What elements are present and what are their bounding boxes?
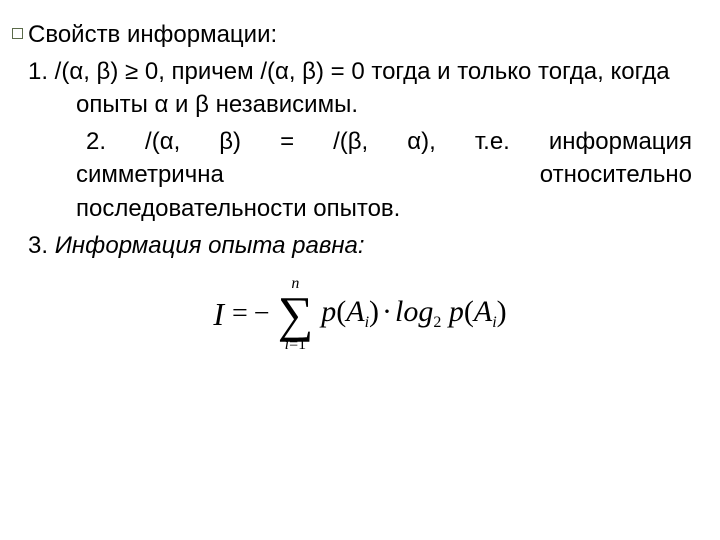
log: log [395, 295, 433, 328]
bullet-marker [12, 28, 23, 39]
rpar2: ) [497, 295, 507, 328]
p2-frag: β) [219, 125, 241, 158]
p2-frag: /(β, [333, 125, 368, 158]
rpar1: ) [369, 295, 379, 328]
formula-container: ε = x S = x ( = зируя зультаты решения I… [28, 276, 692, 353]
dot: · [382, 295, 392, 328]
p2-frag: симметрична [76, 158, 224, 191]
formula-term: p(Ai)·log2 p(Ai) [321, 297, 506, 331]
title: Свойств информации: [28, 18, 692, 51]
ghost-text: ε [177, 278, 186, 306]
A2: A [474, 295, 492, 328]
space [441, 295, 449, 328]
p3-number: 3. [28, 232, 55, 259]
property-2: 2. /(α, β) = /(β, α), т.е. информация си… [28, 125, 692, 224]
p1: p [321, 295, 336, 328]
property-3: 3. Информация опыта равна: [28, 229, 692, 262]
formula-equals: = [232, 300, 248, 328]
sum-sigma: ∑ [278, 292, 314, 337]
formula-sum: n ∑ i=1 [278, 276, 314, 353]
p2-frag: 2. [76, 125, 106, 158]
formula-minus: − [254, 300, 270, 328]
p2-frag: α), [407, 125, 436, 158]
sum-lower: i=1 [285, 337, 306, 353]
p2-frag: /(α, [145, 125, 180, 158]
p2-frag: информация [549, 125, 692, 158]
p2-frag: т.е. [475, 125, 510, 158]
A1: A [346, 295, 364, 328]
lpar1: ( [336, 295, 346, 328]
p2-frag: последовательности опытов. [76, 195, 400, 222]
property-1: 1. /(α, β) ≥ 0, причем /(α, β) = 0 тогда… [28, 55, 692, 121]
formula-I: I [213, 298, 224, 330]
content: Свойств информации: 1. /(α, β) ≥ 0, прич… [28, 18, 692, 353]
p2-frag: относительно [540, 158, 692, 191]
p2-frag: = [280, 125, 294, 158]
formula: I = − n ∑ i=1 p(Ai)·log2 p(Ai) [213, 276, 506, 353]
p3-text: Информация опыта равна: [55, 232, 365, 259]
slide: { "title": "Свойств информации:", "item1… [0, 0, 720, 540]
p2: p [449, 295, 464, 328]
sum-lower-1: 1 [298, 336, 306, 353]
lpar2: ( [464, 295, 474, 328]
sum-lower-eq: = [289, 336, 298, 353]
